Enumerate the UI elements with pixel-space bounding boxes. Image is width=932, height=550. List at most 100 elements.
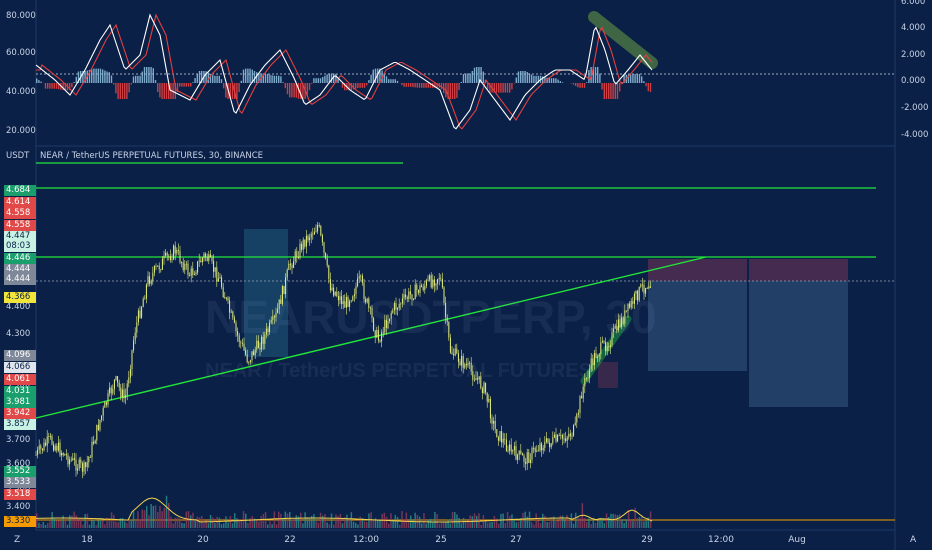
candle-body (136, 322, 138, 333)
histogram-bar (102, 69, 104, 83)
volume-bar (616, 515, 619, 528)
short-position-stop[interactable] (648, 259, 747, 281)
candle-body (254, 349, 256, 356)
volume-bar (495, 518, 498, 528)
volume-bar (621, 519, 623, 528)
histogram-bar (418, 83, 421, 88)
candle-body (278, 299, 280, 309)
candle-body (150, 280, 152, 284)
volume-bar (476, 515, 478, 528)
volume-bar (385, 516, 388, 528)
candle-body (246, 354, 248, 363)
candle-body (253, 351, 255, 356)
histogram-bar (293, 83, 295, 98)
candle-body (289, 263, 291, 266)
candle-body (630, 301, 632, 308)
volume-bar (88, 524, 91, 528)
short-position-target[interactable] (648, 281, 747, 371)
volume-bar (608, 517, 610, 528)
volume-bar (108, 521, 111, 528)
histogram-bar (154, 80, 157, 83)
volume-bar (561, 515, 564, 528)
candle-body (560, 435, 562, 436)
candle-body (632, 301, 634, 304)
candle-body (73, 458, 75, 460)
histogram-bar (575, 83, 577, 86)
volume-bar (97, 520, 100, 528)
histogram-bar (502, 83, 504, 93)
candle-body (561, 435, 563, 439)
histogram-bar (374, 68, 377, 83)
volume-bar (588, 518, 590, 528)
candle-body (616, 325, 618, 331)
histogram-bar (588, 70, 590, 83)
volume-bar (154, 505, 157, 528)
candle-body (117, 376, 119, 383)
short-position-target-2[interactable] (749, 281, 848, 407)
histogram-bar (139, 75, 141, 83)
candle-body (302, 239, 304, 250)
volume-bar (526, 516, 529, 528)
histogram-bar (416, 83, 418, 88)
volume-bar (286, 513, 289, 528)
candle-body (409, 291, 411, 295)
histogram-bar (165, 83, 168, 99)
candle-body (147, 276, 149, 285)
volume-bar (300, 512, 302, 528)
candle-body (264, 334, 266, 344)
volume-bar (515, 522, 518, 528)
candle-body (445, 302, 447, 318)
histogram-bar (326, 74, 328, 83)
candle-body (593, 353, 595, 366)
candle-body (237, 331, 239, 336)
watermark-description: NEAR / TetherUS PERPETUAL FUTURES (205, 360, 593, 382)
candle-body (91, 441, 93, 458)
volume-bar (500, 513, 502, 528)
volume-bar (86, 513, 89, 528)
candle-body (485, 382, 487, 393)
volume-bar (590, 524, 592, 528)
histogram-bar (361, 83, 363, 88)
candle-body (211, 257, 213, 261)
candle-body (353, 294, 355, 297)
volume-bar (324, 514, 326, 528)
histogram-bar (124, 83, 126, 99)
histogram-bar (273, 75, 275, 83)
candle-body (325, 252, 327, 259)
price-panel[interactable] (35, 162, 896, 528)
ascending-trendline[interactable] (35, 256, 707, 419)
histogram-bar (225, 83, 227, 98)
histogram-bar (352, 83, 355, 90)
histogram-bar (577, 83, 579, 88)
volume-bar (141, 509, 144, 528)
volume-bar (75, 515, 78, 528)
histogram-bar (531, 74, 533, 83)
candle-body (389, 318, 391, 321)
histogram-bar (108, 72, 110, 83)
histogram-bar (597, 67, 599, 83)
histogram-bar (471, 71, 473, 83)
volume-bar (374, 518, 377, 528)
zoom-button[interactable]: Z (14, 535, 21, 545)
price-axis-tick: 3.400 (6, 502, 31, 512)
candle-body (213, 260, 215, 272)
volume-bar (183, 523, 185, 528)
volume-bar (352, 521, 355, 528)
long-position-box[interactable] (244, 229, 288, 357)
volume-bar (242, 511, 245, 528)
volume-bar (271, 524, 273, 528)
oscillator-left-tick: 60.000 (6, 48, 36, 58)
candle-body (235, 322, 237, 332)
short-position-stop-2[interactable] (749, 259, 848, 281)
oscillator-panel[interactable] (35, 11, 895, 130)
volume-bar (414, 512, 416, 528)
histogram-bar (216, 75, 218, 83)
candle-body (528, 452, 530, 463)
auto-scale-button[interactable]: A (910, 535, 917, 545)
histogram-bar (526, 72, 528, 83)
candle-body (40, 445, 42, 449)
volume-bar (634, 507, 636, 528)
volume-bar (117, 522, 119, 528)
candle-body (417, 290, 419, 293)
